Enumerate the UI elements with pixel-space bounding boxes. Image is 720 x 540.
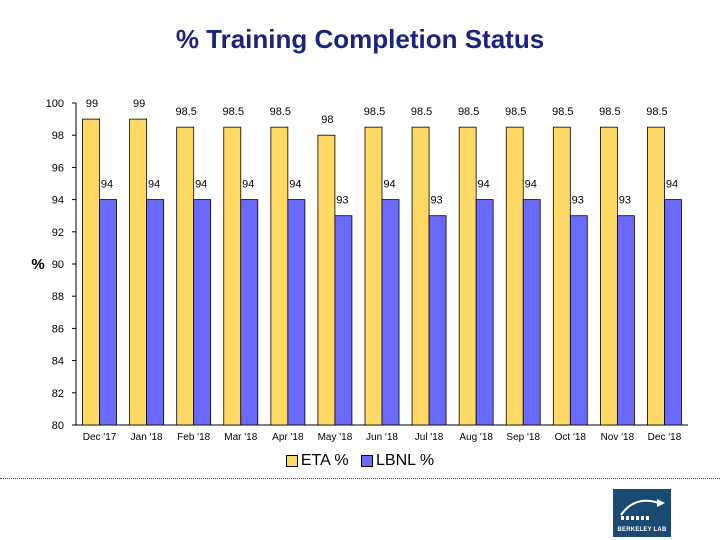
- x-tick-label: Jul '18: [415, 432, 444, 443]
- bar-eta: [223, 126, 242, 426]
- bar-lbnl: [381, 199, 400, 426]
- bar-eta: [270, 126, 289, 426]
- data-label-lbnl: 93: [336, 195, 348, 207]
- x-tick-label: Sep '18: [506, 432, 540, 443]
- data-label-lbnl: 94: [525, 179, 537, 191]
- y-tick-label: 92: [52, 227, 64, 239]
- y-tick-label: 88: [52, 291, 64, 303]
- x-tick-label: Oct '18: [555, 432, 587, 443]
- x-tick-label: Aug '18: [459, 432, 493, 443]
- y-tick-label: 98: [52, 130, 64, 142]
- x-tick-label: Jun '18: [366, 432, 398, 443]
- bar-eta: [647, 126, 665, 426]
- data-label-lbnl: 94: [666, 179, 678, 191]
- data-label-eta: 98.5: [223, 106, 244, 118]
- data-label-eta: 98.5: [599, 106, 620, 118]
- data-label-eta: 98.5: [458, 106, 479, 118]
- bar-lbnl: [522, 199, 541, 426]
- x-tick-label: Nov '18: [601, 432, 635, 443]
- data-label-lbnl: 94: [101, 179, 113, 191]
- bar-lbnl: [287, 199, 306, 426]
- y-tick-label: 80: [52, 420, 64, 432]
- logo-text: BERKELEY LAB: [617, 527, 667, 533]
- data-label-eta: 98.5: [175, 106, 196, 118]
- data-label-lbnl: 94: [289, 179, 301, 191]
- bar-lbnl: [99, 199, 117, 426]
- bar-lbnl: [428, 215, 447, 426]
- berkeley-lab-logo: BERKELEY LAB: [613, 489, 671, 537]
- lab-building-icon: [620, 499, 665, 520]
- data-label-eta: 98.5: [505, 106, 526, 118]
- x-tick-label: Feb '18: [177, 432, 210, 443]
- bar-eta: [176, 126, 195, 426]
- bar-eta: [82, 118, 100, 426]
- y-tick-label: 100: [46, 98, 64, 110]
- bar-eta: [458, 126, 477, 426]
- bar-eta: [317, 134, 336, 426]
- bar-eta: [552, 126, 571, 426]
- bar-eta: [364, 126, 383, 426]
- legend-item-lbnl: LBNL %: [361, 452, 434, 470]
- legend: ETA % LBNL %: [0, 452, 720, 470]
- y-tick-label: 86: [52, 323, 64, 335]
- x-tick-label: Dec '18: [648, 432, 682, 443]
- footer-divider: [0, 478, 720, 479]
- data-label-eta: 98.5: [552, 106, 573, 118]
- x-tick-label: May '18: [318, 432, 353, 443]
- legend-swatch-eta: [285, 454, 298, 467]
- bar-lbnl: [616, 215, 635, 426]
- bar-lbnl: [240, 199, 259, 426]
- x-tick-label: Dec '17: [83, 432, 117, 443]
- bar-lbnl: [475, 199, 494, 426]
- y-tick-label: 84: [52, 356, 64, 368]
- bar-eta: [411, 126, 430, 426]
- data-label-eta: 99: [86, 98, 98, 110]
- data-label-lbnl: 93: [572, 195, 584, 207]
- data-label-lbnl: 94: [195, 179, 207, 191]
- bar-lbnl: [193, 199, 212, 426]
- legend-label-lbnl: LBNL %: [376, 452, 435, 469]
- y-tick-label: 96: [52, 162, 64, 174]
- data-label-lbnl: 94: [478, 179, 490, 191]
- data-label-eta: 98.5: [646, 106, 667, 118]
- data-label-lbnl: 94: [242, 179, 254, 191]
- data-label-lbnl: 94: [383, 179, 395, 191]
- bar-eta: [599, 126, 618, 426]
- x-tick-label: Jan '18: [131, 432, 163, 443]
- data-label-eta: 98.5: [364, 106, 385, 118]
- data-label-lbnl: 94: [148, 179, 160, 191]
- bar-lbnl: [664, 199, 682, 426]
- legend-item-eta: ETA %: [285, 452, 349, 470]
- bar-lbnl: [334, 215, 353, 426]
- data-label-eta: 98.5: [270, 106, 291, 118]
- data-label-eta: 98: [321, 114, 333, 126]
- x-tick-label: Apr '18: [272, 432, 304, 443]
- data-label-eta: 99: [133, 98, 145, 110]
- data-label-lbnl: 93: [619, 195, 631, 207]
- y-axis-label: %: [31, 256, 44, 273]
- legend-swatch-lbnl: [361, 454, 374, 467]
- bar-eta: [129, 118, 148, 426]
- bar-chart: 80 82 84 86 88 90 92 94 96 98 100% 99 94 Dec '17 99 94 J…: [31, 98, 688, 443]
- bar-lbnl: [146, 199, 165, 426]
- data-label-eta: 98.5: [411, 106, 432, 118]
- y-tick-label: 90: [52, 259, 64, 271]
- data-label-lbnl: 93: [430, 195, 442, 207]
- chart-title: % Training Completion Status: [175, 24, 545, 54]
- legend-label-eta: ETA %: [300, 452, 349, 469]
- x-tick-label: Mar '18: [224, 432, 257, 443]
- y-tick-label: 82: [52, 388, 64, 400]
- bar-eta: [505, 126, 524, 426]
- bar-lbnl: [569, 215, 588, 426]
- y-tick-label: 94: [52, 195, 64, 207]
